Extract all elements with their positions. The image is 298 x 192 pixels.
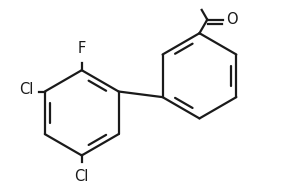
Text: Cl: Cl	[74, 170, 89, 185]
Text: F: F	[77, 41, 86, 56]
Text: Cl: Cl	[19, 82, 34, 97]
Text: O: O	[226, 12, 238, 27]
